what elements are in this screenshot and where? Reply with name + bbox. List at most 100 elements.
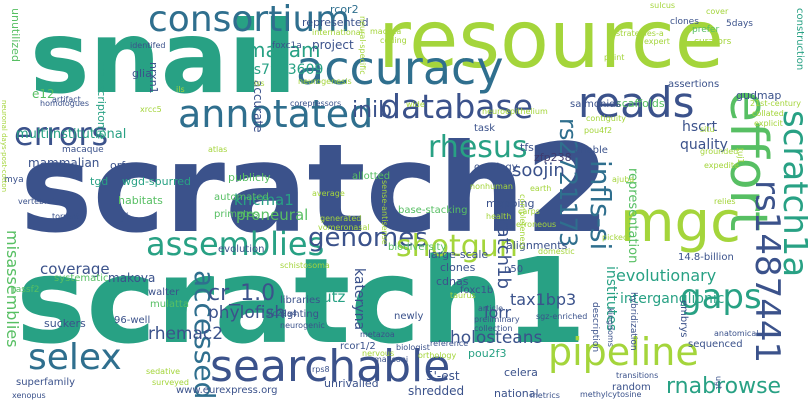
word-annotated: annotated (178, 92, 374, 136)
word-proneural: proneural (236, 206, 309, 224)
word-superfamily: superfamily (16, 377, 76, 388)
word-expedite: expedite (704, 161, 739, 170)
word-walter: walter (148, 287, 180, 298)
word-hybridization: hybridization (628, 292, 638, 351)
word-pou2f3: pou2f3 (468, 347, 507, 360)
word-scratch1a: scratch1a (775, 110, 808, 278)
word-rs7923609: rs7923609 (248, 62, 324, 78)
word-surveyed: surveyed (152, 378, 189, 387)
word-rcor2: rcor2 (330, 3, 359, 16)
word-coding: coding (380, 36, 407, 45)
word-taurus: taurus (450, 291, 476, 300)
word-database: database (380, 87, 533, 126)
word-interganglionic: interganglionic (620, 291, 725, 307)
word-primates: primates (214, 209, 259, 220)
word-inflssi: infls-si (584, 160, 617, 251)
word-tuj1: tuj1 (736, 148, 745, 164)
word-mya: mya (4, 175, 24, 185)
word-scaffolds: scaffolds (616, 97, 665, 110)
word-billion: 14.8-billion (678, 252, 734, 263)
word-century: 21st-century (750, 99, 801, 108)
word-inib: inib (352, 98, 393, 123)
word-curators: curators (694, 37, 732, 47)
word-lorr: lorr (484, 303, 512, 322)
word-phylofish: phylofish (208, 303, 286, 323)
word-resource: resource (378, 0, 725, 86)
word-contiguity: contiguity (586, 114, 626, 123)
word-rhesus: rhesus (428, 130, 528, 165)
word-clones2: clones (670, 17, 699, 27)
word-assertions: assertions (668, 79, 720, 90)
word-schistosoma: schistosoma (280, 261, 330, 270)
word-scratch1: scratch1 (16, 232, 587, 370)
word-tgd: tgd (90, 175, 109, 188)
word-shotgun: shotgun (396, 229, 518, 264)
word-selex: selex (28, 337, 122, 378)
word-wgdspurred: wgd-spurred (122, 175, 191, 188)
word-hscrt: hscrt (682, 119, 718, 135)
word-mansoni: mansoni (374, 355, 409, 364)
word-erroneous: erroneous (516, 220, 557, 229)
word-mapping: mapping (486, 197, 535, 210)
word-collated: collated (752, 109, 784, 118)
word-habitats: habitats (118, 194, 163, 207)
word-publicly: publicly (228, 171, 271, 184)
word-rps8: rps8 (312, 365, 330, 374)
word-transitions: transitions (616, 371, 659, 380)
word-artifact: artifact (52, 95, 81, 104)
word-days5: 5days (726, 19, 753, 29)
word-ugt: ugt (714, 376, 723, 390)
word-tfs: tfs (520, 141, 534, 154)
word-days_post: neuronal days-post-cotton (0, 100, 8, 193)
word-sedative: sedative (146, 367, 181, 376)
word-picked: picked (602, 233, 629, 242)
word-foxc1a: foxc1a (272, 41, 302, 51)
word-righting: righting (280, 309, 319, 320)
word-libraries: libraries (280, 295, 321, 306)
word-gudmap: gudmap (736, 89, 782, 102)
word-generated: generated (320, 214, 362, 223)
word-zfp238: zfp238 (534, 151, 572, 164)
word-national: national (494, 387, 539, 400)
word-evolutionary: evolutionary (616, 266, 717, 285)
word-e12: e12 (32, 87, 55, 101)
word-cost5: 5'-est (426, 369, 460, 383)
word-ontology: ontology (474, 162, 518, 173)
word-vomeronasal: vomeronasal (318, 223, 370, 232)
word-xrcc5: xrcc5 (140, 105, 162, 114)
word-biologist: biologist (396, 343, 430, 352)
word-unitilized: unutilized (9, 8, 22, 62)
word-pipeline: pipeline (548, 330, 699, 374)
word-health: health (486, 212, 512, 221)
word-kncma1: kncma1 (234, 191, 294, 209)
word-nervous: nervous (362, 349, 395, 358)
word-neurogenesis: neurogenesis (298, 77, 352, 86)
word-foxc1b: foxc1b (460, 285, 494, 296)
word-scratch2: scratch2 (20, 118, 610, 260)
word-assemblies: assemblies (146, 225, 325, 263)
word-accessed: accessed (188, 270, 221, 400)
word-nrxn1: nrxn1 (147, 62, 160, 94)
word-clones: clones (440, 261, 476, 274)
word-unrivalled: unrivalled (324, 377, 379, 390)
word-misassemblies: misassemblies (3, 230, 22, 348)
word-scratch1b: scratch1b (493, 200, 514, 289)
word-automated: automated (214, 192, 269, 203)
word-transcriptome: transcriptome (95, 62, 108, 140)
word-sensefree: sense-antisense (380, 180, 389, 245)
word-strategies: strategies-a (616, 29, 664, 38)
word-quality: quality (680, 137, 728, 153)
word-macaque: macaque (62, 145, 104, 155)
word-cover: cover (706, 7, 729, 16)
word-rcor1_2: rcor1/2 (340, 341, 376, 352)
word-biodiversity: biodiversity (388, 242, 447, 253)
word-allotted: allotted (352, 171, 391, 182)
word-gaps: gaps (680, 277, 762, 317)
word-rs1487441: rs1487441 (747, 180, 787, 364)
word-evolution: evolution (218, 244, 265, 255)
word-glia: glia (132, 67, 152, 80)
word-shredded: shredded (408, 384, 465, 398)
word-relies: relies (714, 197, 736, 206)
word-description: description (590, 302, 600, 353)
